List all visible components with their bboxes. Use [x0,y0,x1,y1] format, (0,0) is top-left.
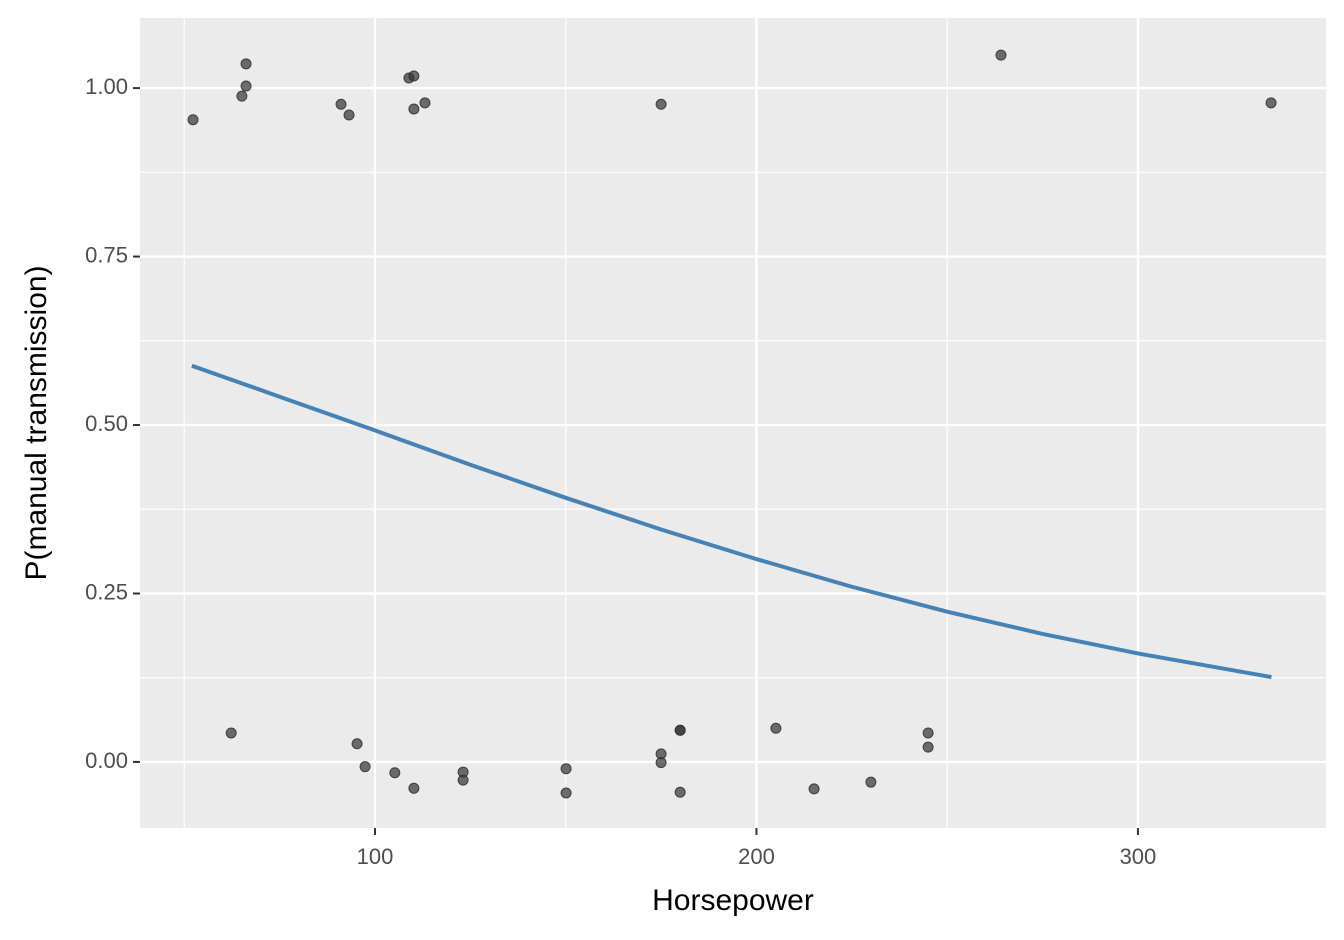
point [655,98,667,110]
y-tick-label: 0.50 [85,411,128,436]
point [560,787,572,799]
point [389,767,401,779]
point [808,783,820,795]
y-axis-title: P(manual transmission) [20,265,53,580]
point [865,776,877,788]
point [770,722,782,734]
y-tick-label: 1.00 [85,74,128,99]
point [408,782,420,794]
point [351,738,363,750]
y-tick-label: 0.25 [85,579,128,604]
point [225,727,237,739]
point [560,763,572,775]
point [922,727,934,739]
point [674,724,686,736]
point [187,114,199,126]
point [240,80,252,92]
point [419,97,431,109]
point [457,774,469,786]
point [335,98,347,110]
y-tick-label: 0.00 [85,748,128,773]
point [995,49,1007,61]
point [408,70,420,82]
x-tick-label: 300 [1120,844,1157,869]
point [359,761,371,773]
x-tick-label: 100 [357,844,394,869]
y-tick-label: 0.75 [85,242,128,267]
point [343,109,355,121]
point [655,757,667,769]
point [240,58,252,70]
point [674,786,686,798]
x-axis-title: Horsepower [652,884,814,917]
point [1265,97,1277,109]
point [922,741,934,753]
fit-line [191,363,1272,680]
point [236,90,248,102]
point [408,103,420,115]
panel [140,18,1326,828]
x-tick-label: 200 [738,844,775,869]
